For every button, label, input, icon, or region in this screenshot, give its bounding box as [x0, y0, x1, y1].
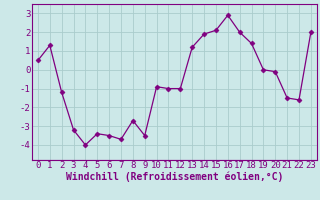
- X-axis label: Windchill (Refroidissement éolien,°C): Windchill (Refroidissement éolien,°C): [66, 172, 283, 182]
